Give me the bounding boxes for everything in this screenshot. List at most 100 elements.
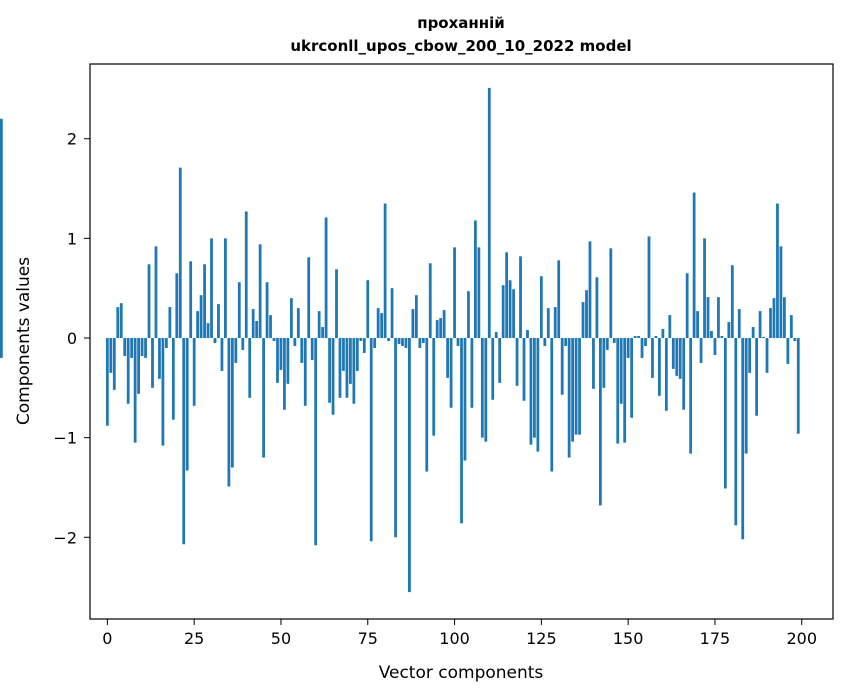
y-tick-label--1: −1 [53, 429, 77, 448]
bar-114 [501, 285, 505, 339]
bar-81 [387, 338, 390, 341]
bar-97 [442, 310, 446, 339]
bar-120 [522, 338, 526, 401]
bar-148 [619, 338, 623, 404]
bar-173 [706, 297, 710, 339]
bar-75 [366, 280, 370, 339]
bar-35 [227, 338, 231, 487]
bar-39 [241, 338, 245, 350]
bar-131 [560, 338, 564, 395]
bar-166 [682, 338, 686, 410]
bar-9 [137, 338, 140, 394]
bar-127 [546, 308, 550, 339]
bar-36 [230, 338, 234, 468]
bar-4 [119, 303, 123, 339]
x-tick-label-175: 175 [700, 629, 731, 648]
bar-63 [324, 217, 328, 339]
bar-84 [397, 338, 401, 344]
bar-70 [349, 338, 352, 384]
bar-19 [171, 338, 175, 420]
bar-83 [394, 338, 397, 538]
bar-138 [585, 290, 588, 339]
bar-141 [595, 277, 599, 339]
x-tick-label-25: 25 [184, 629, 204, 648]
bar-172 [703, 238, 706, 339]
bar-195 [783, 297, 786, 339]
bar-163 [671, 338, 675, 369]
bar-165 [678, 338, 682, 379]
bar-93 [428, 263, 432, 339]
bar-76 [369, 338, 373, 542]
bar-180 [730, 265, 734, 339]
bar-105 [470, 338, 474, 408]
bar-149 [623, 338, 627, 443]
bar-65 [331, 338, 335, 415]
bar-194 [779, 246, 783, 339]
bar-69 [345, 338, 349, 398]
bar-96 [439, 318, 443, 339]
bar-100 [453, 247, 456, 339]
bar-91 [421, 338, 425, 343]
bar-27 [199, 295, 203, 339]
bar-116 [508, 280, 512, 339]
bar-92 [425, 338, 429, 472]
bar-86 [404, 338, 408, 348]
bar-43 [255, 321, 259, 339]
bar-18 [168, 307, 172, 339]
bar-79 [380, 313, 384, 339]
bar-38 [237, 282, 241, 339]
bar-184 [744, 338, 748, 454]
bar-56 [300, 338, 304, 363]
bar-undefined [0, 338, 3, 358]
bar-159 [658, 338, 661, 396]
y-axis-label: Components values [14, 257, 34, 425]
bar-73 [359, 338, 363, 341]
bar-181 [734, 338, 738, 526]
bar-7 [130, 338, 134, 358]
bar-167 [685, 273, 689, 339]
bar-41 [248, 338, 252, 398]
bar-72 [355, 338, 359, 371]
bar-157 [651, 338, 654, 378]
bar-78 [376, 308, 380, 339]
bar-190 [765, 338, 769, 373]
bar-52 [286, 338, 290, 384]
bar-182 [737, 309, 741, 339]
bar-136 [578, 338, 581, 435]
bar-158 [654, 336, 658, 339]
bar-68 [342, 338, 345, 371]
bar-94 [432, 338, 436, 436]
bar-177 [720, 336, 724, 339]
x-axis-label: Vector components [379, 663, 544, 683]
bar-54 [293, 338, 297, 346]
bar-124 [536, 338, 540, 452]
bar-129 [553, 307, 557, 339]
bars-group [0, 87, 800, 593]
bar-71 [352, 338, 356, 404]
bar-125 [539, 276, 543, 339]
bar-179 [727, 322, 731, 339]
bar-20 [175, 273, 179, 339]
chart-title-line-1: проханній [417, 14, 505, 32]
bar-77 [373, 338, 377, 348]
bar-186 [751, 327, 755, 339]
bar-135 [574, 338, 578, 435]
x-tick-label-200: 200 [786, 629, 817, 648]
bar-151 [630, 338, 634, 418]
y-tick-label-1: 1 [67, 229, 77, 248]
bar-147 [616, 338, 620, 444]
bar-145 [609, 248, 613, 339]
bar-95 [435, 320, 439, 339]
bar-193 [776, 203, 779, 339]
bar-22 [182, 338, 186, 545]
bar-108 [480, 338, 484, 438]
bar-156 [647, 236, 651, 339]
x-axis-ticks: 0 25 50 75 100 125 150 175 200 [102, 619, 817, 648]
bar-8 [133, 338, 137, 443]
bar-192 [772, 298, 776, 339]
bar-176 [717, 297, 720, 339]
bar-171 [699, 338, 703, 363]
bar-74 [362, 338, 366, 353]
bar-5 [123, 338, 127, 356]
bar-45 [262, 338, 265, 458]
